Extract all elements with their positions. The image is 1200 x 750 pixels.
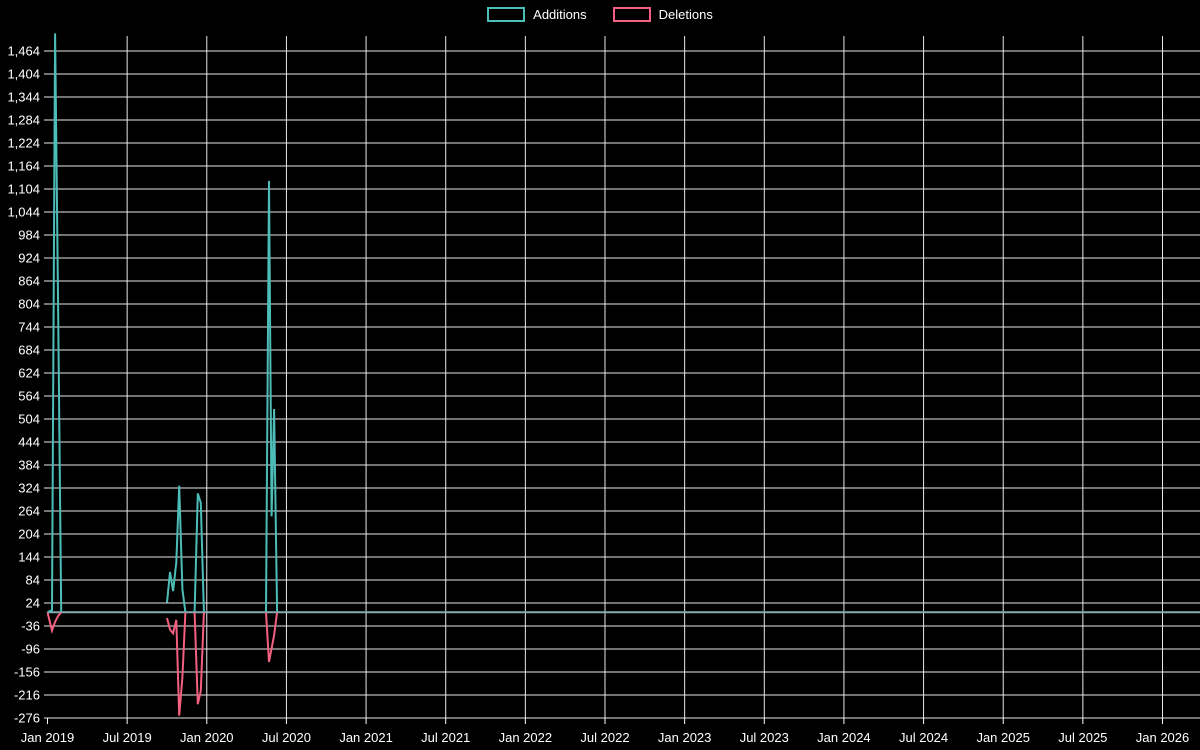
deletions-legend-label: Deletions	[658, 6, 713, 22]
y-tick-label: 1,404	[7, 67, 40, 82]
y-tick-label: 804	[18, 297, 40, 312]
x-tick-label: Jan 2025	[976, 730, 1030, 745]
deletions-series-line	[46, 611, 279, 716]
legend-item-additions[interactable]: Additions	[487, 6, 587, 22]
additions-series-line	[47, 33, 279, 614]
x-tick-label: Jul 2021	[421, 730, 470, 745]
additions-legend-swatch	[487, 7, 526, 22]
y-tick-label: 1,344	[7, 90, 40, 105]
x-tick-label: Jul 2022	[580, 730, 629, 745]
y-tick-label: -36	[21, 619, 40, 634]
x-tick-label: Jan 2024	[817, 730, 871, 745]
x-tick-label: Jan 2022	[499, 730, 553, 745]
x-tick-label: Jul 2023	[740, 730, 789, 745]
x-tick-label: Jan 2020	[180, 730, 234, 745]
y-tick-label: 1,164	[7, 159, 40, 174]
y-tick-label: -276	[14, 711, 40, 726]
y-tick-label: 744	[18, 320, 40, 335]
x-tick-label: Jan 2019	[21, 730, 75, 745]
x-tick-label: Jan 2023	[658, 730, 712, 745]
y-tick-label: 684	[18, 343, 40, 358]
y-tick-label: 1,224	[7, 136, 40, 151]
y-tick-label: 204	[18, 527, 40, 542]
y-tick-label: -156	[14, 665, 40, 680]
y-tick-label: 1,104	[7, 182, 40, 197]
x-tick-label: Jul 2020	[262, 730, 311, 745]
x-tick-label: Jul 2024	[899, 730, 948, 745]
y-tick-label: 1,464	[7, 44, 40, 59]
legend-item-deletions[interactable]: Deletions	[612, 6, 713, 22]
y-tick-label: 1,284	[7, 113, 40, 128]
y-tick-label: 324	[18, 481, 40, 496]
y-tick-label: 504	[18, 412, 40, 427]
x-tick-label: Jan 2021	[339, 730, 393, 745]
y-tick-label: 1,044	[7, 205, 40, 220]
y-tick-label: -96	[21, 642, 40, 657]
y-tick-label: 24	[26, 596, 40, 611]
y-tick-label: 264	[18, 504, 40, 519]
y-tick-label: 924	[18, 251, 40, 266]
x-tick-label: Jan 2026	[1136, 730, 1190, 745]
y-tick-label: 984	[18, 228, 40, 243]
additions-legend-label: Additions	[533, 6, 587, 22]
y-tick-label: 384	[18, 458, 40, 473]
y-tick-label: 624	[18, 366, 40, 381]
y-tick-label: 864	[18, 274, 40, 289]
deletions-legend-swatch	[612, 7, 651, 22]
chart-legend: Additions Deletions	[0, 7, 1200, 22]
y-tick-label: 84	[26, 573, 40, 588]
y-tick-label: 564	[18, 389, 40, 404]
x-tick-label: Jul 2025	[1058, 730, 1107, 745]
x-tick-label: Jul 2019	[103, 730, 152, 745]
y-tick-label: -216	[14, 688, 40, 703]
y-tick-label: 144	[18, 550, 40, 565]
y-tick-label: 444	[18, 435, 40, 450]
